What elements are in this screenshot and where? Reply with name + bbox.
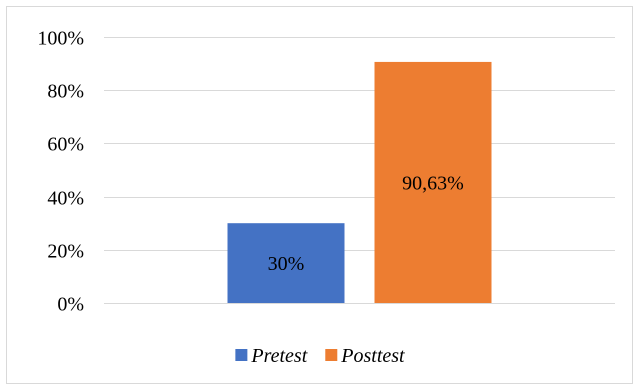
y-tick-label-4: 80% (47, 81, 84, 103)
y-tick-label-3: 60% (47, 134, 84, 156)
bar-posttest (374, 61, 492, 304)
legend-label-pretest: Pretest (250, 345, 307, 367)
data-label-pretest: 30% (268, 253, 305, 275)
y-tick-label-1: 20% (47, 241, 84, 263)
chart-border (6, 6, 633, 384)
y-tick-label-0: 0% (57, 294, 84, 316)
legend-swatch-posttest (325, 349, 338, 361)
legend-swatch-pretest (235, 349, 248, 361)
legend-label-posttest: Posttest (340, 345, 405, 367)
data-label-posttest: 90,63% (402, 172, 464, 194)
gridlines (104, 37, 615, 304)
data-labels: 30% 90,63% (268, 172, 464, 275)
legend: Pretest Posttest (235, 345, 405, 367)
y-tick-label-2: 40% (47, 188, 84, 210)
bars (227, 61, 492, 304)
bar-pretest (227, 223, 345, 303)
y-tick-label-5: 100% (37, 28, 84, 50)
y-axis: 0% 20% 40% 60% 80% 100% (37, 28, 84, 316)
